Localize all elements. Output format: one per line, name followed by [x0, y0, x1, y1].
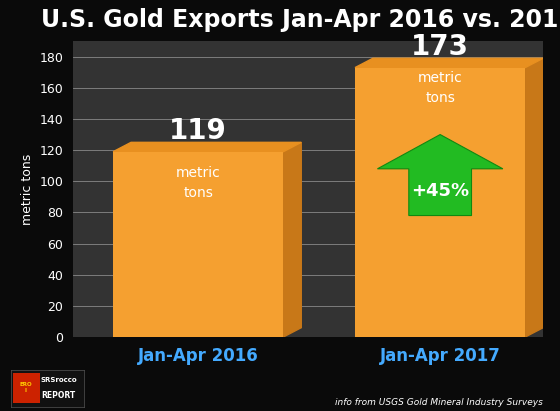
FancyBboxPatch shape — [13, 373, 40, 403]
Y-axis label: metric tons: metric tons — [21, 153, 34, 225]
Title: U.S. Gold Exports Jan-Apr 2016 vs. 2017: U.S. Gold Exports Jan-Apr 2016 vs. 2017 — [41, 8, 560, 32]
Text: ERO
I: ERO I — [20, 382, 32, 393]
Text: REPORT: REPORT — [41, 391, 76, 400]
Text: metric
tons: metric tons — [418, 71, 463, 104]
Text: Jan-Apr 2016: Jan-Apr 2016 — [138, 347, 259, 365]
Bar — [355, 67, 525, 337]
Bar — [113, 152, 283, 337]
Text: +45%: +45% — [411, 182, 469, 200]
Polygon shape — [355, 58, 543, 67]
Polygon shape — [377, 134, 503, 215]
Text: SRSrocco: SRSrocco — [40, 377, 77, 383]
Polygon shape — [113, 142, 301, 152]
Polygon shape — [525, 58, 543, 337]
Text: 119: 119 — [169, 118, 227, 145]
Text: metric
tons: metric tons — [176, 166, 221, 200]
Text: Jan-Apr 2017: Jan-Apr 2017 — [380, 347, 501, 365]
Polygon shape — [283, 142, 301, 337]
Text: 173: 173 — [411, 33, 469, 61]
Text: info from USGS Gold Mineral Industry Surveys: info from USGS Gold Mineral Industry Sur… — [335, 398, 543, 407]
